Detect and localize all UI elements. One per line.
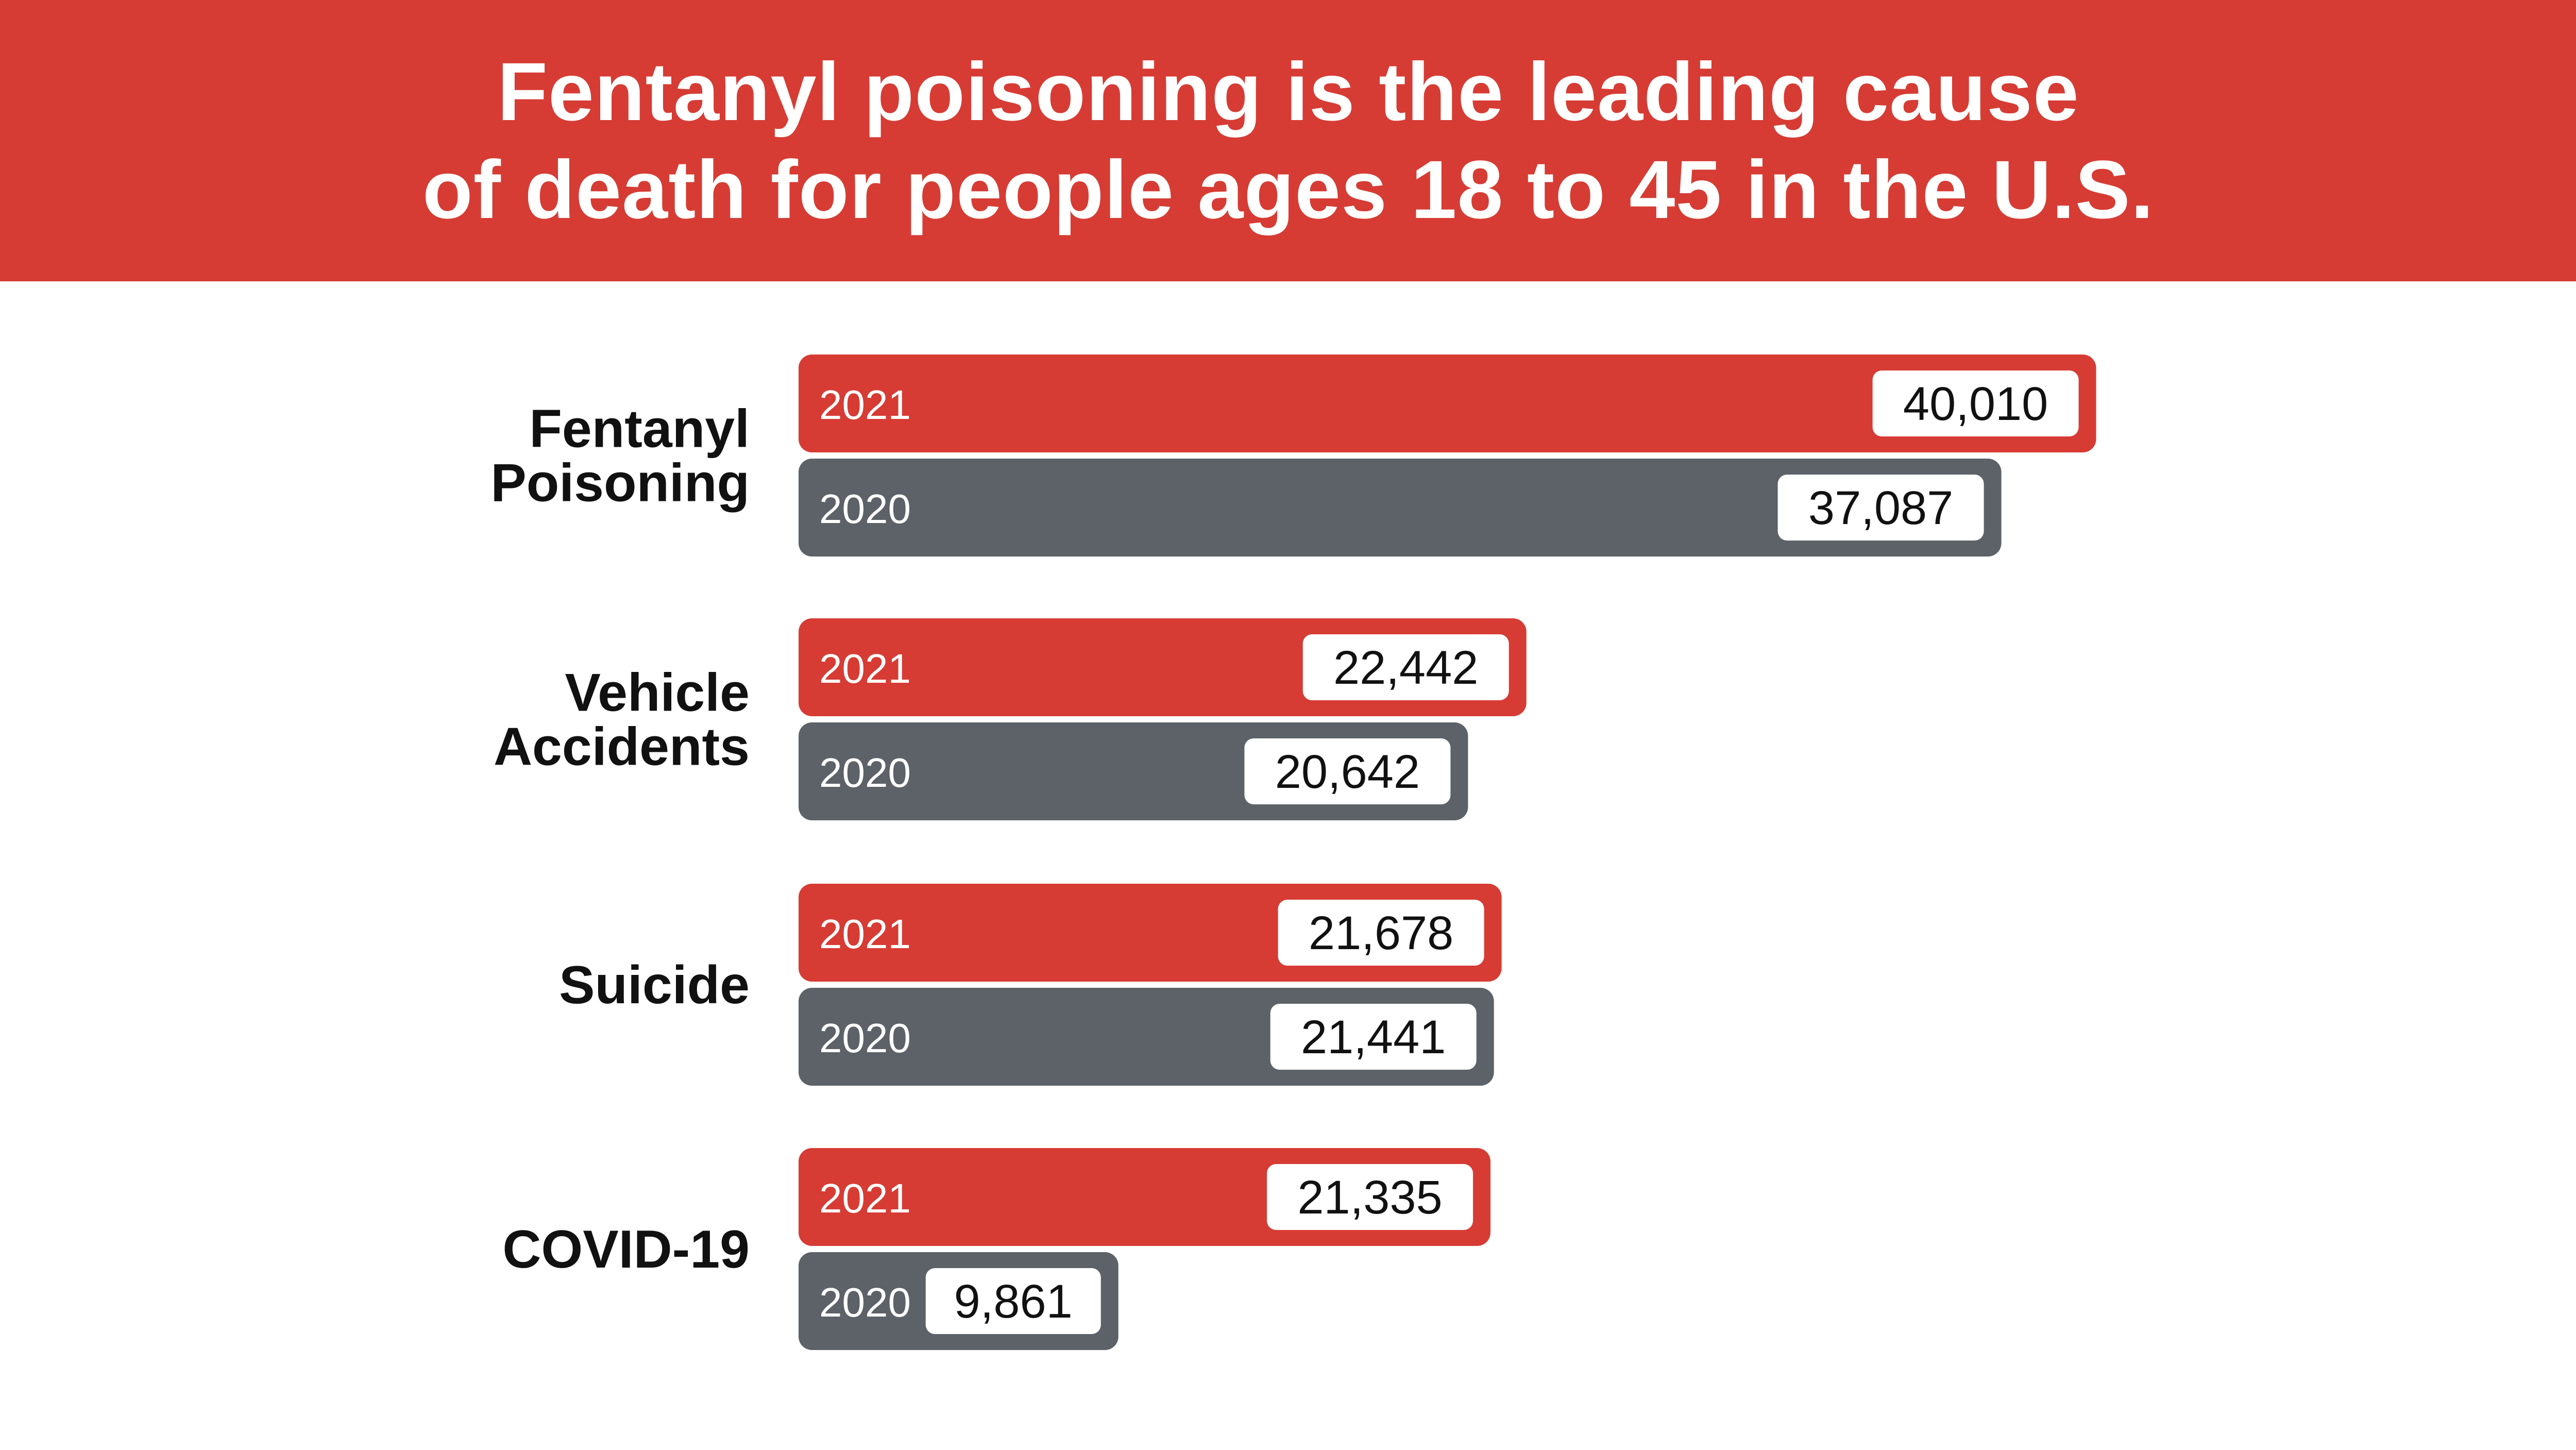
bar-series-label: 2021 xyxy=(819,911,911,957)
chart-title-line-2: of death for people ages 18 to 45 in the… xyxy=(422,143,2155,235)
value-label-box xyxy=(1872,370,2079,436)
value-label-box xyxy=(1302,634,1509,700)
bar-series-label: 2020 xyxy=(819,750,911,796)
category-label: Accidents xyxy=(494,717,750,777)
title-banner: Fentanyl poisoning is the leading cause … xyxy=(0,0,2576,281)
value-label: 22,442 xyxy=(1333,642,1478,694)
bar-series-label: 2021 xyxy=(819,646,911,692)
value-label-box xyxy=(1267,1164,1473,1230)
bar-series-label: 2020 xyxy=(819,1015,911,1061)
bar-2021 xyxy=(799,355,2096,452)
chart-title: Fentanyl poisoning is the leading cause … xyxy=(422,43,2154,239)
value-label-box xyxy=(1278,900,1484,966)
value-label: 37,087 xyxy=(1808,482,1953,534)
value-label-box xyxy=(1270,1004,1477,1070)
bar-series-label: 2021 xyxy=(819,1175,911,1221)
value-label-box xyxy=(1777,475,1984,541)
value-label: 21,441 xyxy=(1301,1011,1446,1064)
value-label: 21,335 xyxy=(1297,1171,1442,1224)
bar-series-label: 2020 xyxy=(819,1279,911,1325)
bar-series-label: 2020 xyxy=(819,486,911,532)
category-label: Poisoning xyxy=(490,453,750,513)
category-label: Vehicle xyxy=(565,663,750,723)
value-label: 9,861 xyxy=(954,1275,1073,1328)
value-label: 40,010 xyxy=(1903,378,2048,430)
category-label: Suicide xyxy=(559,955,750,1015)
category-label: Fentanyl xyxy=(529,399,750,459)
value-label-box xyxy=(1244,738,1451,804)
bar-series-label: 2021 xyxy=(819,382,911,428)
value-label: 21,678 xyxy=(1309,907,1453,959)
category-label: COVID-19 xyxy=(502,1220,750,1279)
value-label-box xyxy=(925,1268,1101,1334)
chart-title-line-1: Fentanyl poisoning is the leading cause xyxy=(497,45,2079,138)
bar-2020 xyxy=(799,459,2002,557)
value-label: 20,642 xyxy=(1275,746,1420,798)
